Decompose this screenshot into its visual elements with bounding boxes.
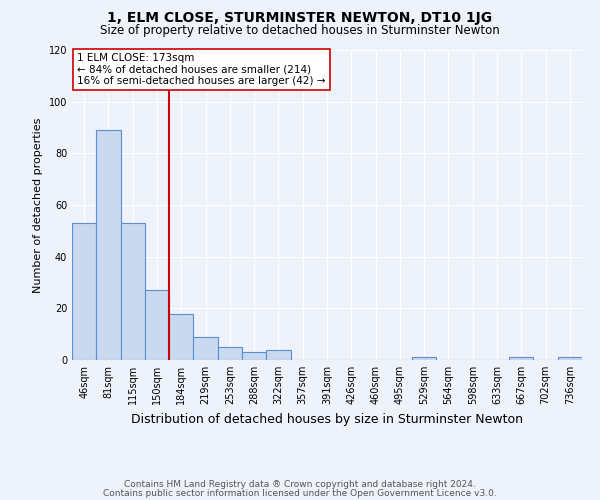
Bar [121, 223, 145, 360]
Bar [72, 223, 96, 360]
X-axis label: Distribution of detached houses by size in Sturminster Newton: Distribution of detached houses by size … [131, 412, 523, 426]
Bar [509, 358, 533, 360]
Y-axis label: Number of detached properties: Number of detached properties [33, 118, 43, 292]
Bar [412, 358, 436, 360]
Bar [242, 352, 266, 360]
Bar [218, 347, 242, 360]
Bar [558, 358, 582, 360]
Text: 1 ELM CLOSE: 173sqm
← 84% of detached houses are smaller (214)
16% of semi-detac: 1 ELM CLOSE: 173sqm ← 84% of detached ho… [77, 53, 326, 86]
Text: Size of property relative to detached houses in Sturminster Newton: Size of property relative to detached ho… [100, 24, 500, 37]
Bar [169, 314, 193, 360]
Text: 1, ELM CLOSE, STURMINSTER NEWTON, DT10 1JG: 1, ELM CLOSE, STURMINSTER NEWTON, DT10 1… [107, 11, 493, 25]
Bar [266, 350, 290, 360]
Bar [145, 290, 169, 360]
Bar [96, 130, 121, 360]
Bar [193, 337, 218, 360]
Text: Contains HM Land Registry data ® Crown copyright and database right 2024.: Contains HM Land Registry data ® Crown c… [124, 480, 476, 489]
Text: Contains public sector information licensed under the Open Government Licence v3: Contains public sector information licen… [103, 488, 497, 498]
